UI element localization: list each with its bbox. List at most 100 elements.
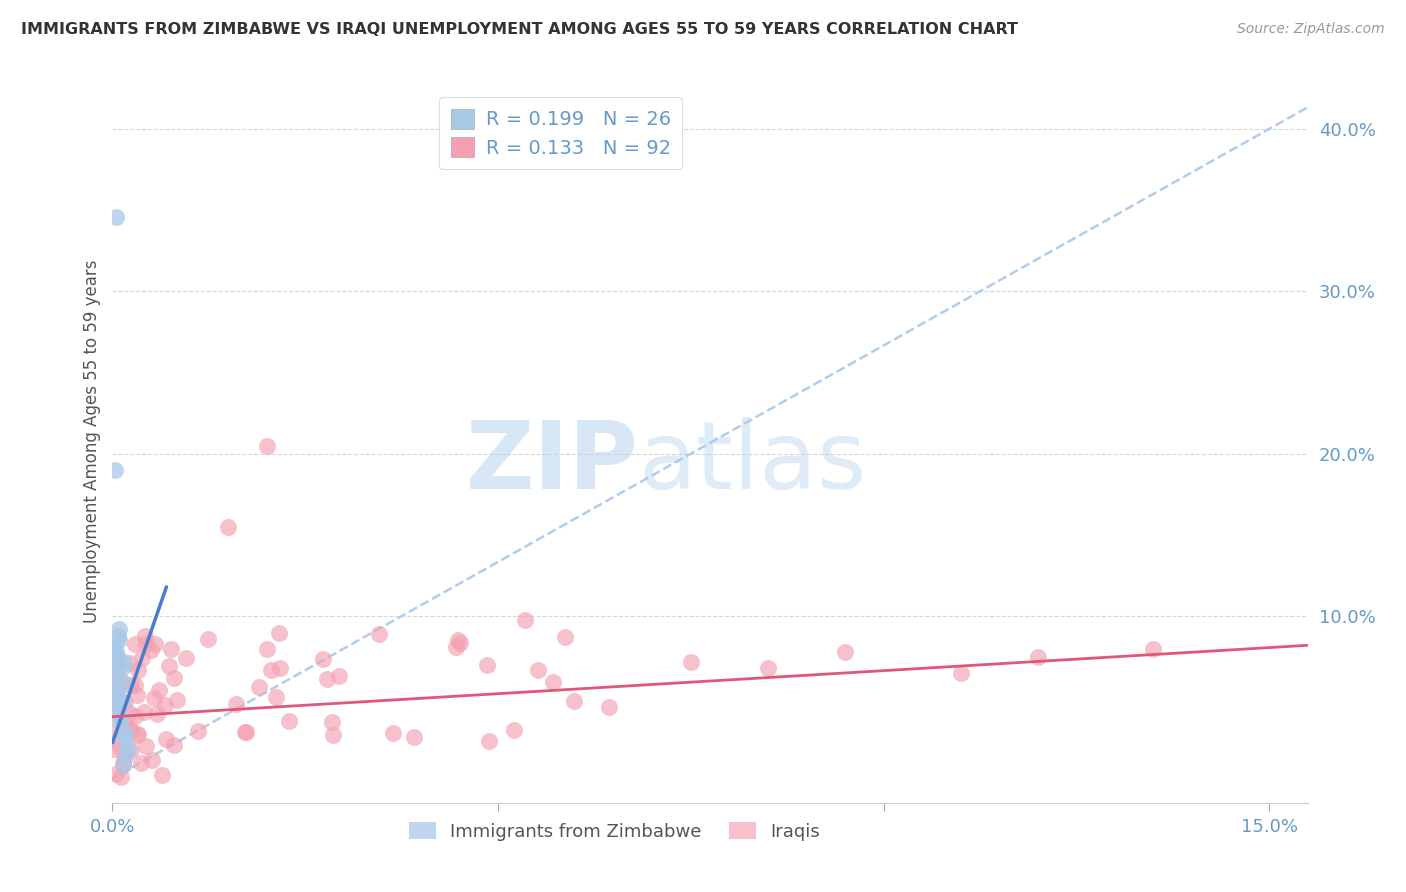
Point [256, 642, 278, 657]
Point [142, 691, 165, 706]
Point [513, 613, 536, 627]
Point [315, 672, 337, 686]
Point [104, 673, 127, 688]
Point [104, 690, 127, 705]
Point [135, 739, 157, 754]
Text: ZIP: ZIP [465, 417, 638, 509]
Point [447, 633, 470, 648]
Point [114, 726, 136, 740]
Point [132, 706, 155, 720]
Point [104, 463, 127, 477]
Point [105, 696, 128, 710]
Point [108, 714, 131, 729]
Point [150, 768, 173, 782]
Point [139, 643, 162, 657]
Point [404, 731, 426, 745]
Point [124, 637, 146, 651]
Point [145, 706, 167, 721]
Point [120, 678, 142, 692]
Point [131, 651, 153, 665]
Point [108, 672, 131, 686]
Point [368, 627, 391, 641]
Point [135, 637, 157, 651]
Point [155, 732, 177, 747]
Point [105, 649, 128, 664]
Point [554, 630, 576, 644]
Point [107, 633, 129, 648]
Point [145, 637, 167, 651]
Point [197, 632, 219, 646]
Point [217, 520, 239, 534]
Point [104, 657, 127, 672]
Point [269, 661, 291, 675]
Point [114, 717, 136, 731]
Point [105, 682, 128, 697]
Point [1142, 641, 1164, 656]
Point [110, 710, 132, 724]
Point [127, 663, 149, 677]
Point [834, 645, 856, 659]
Point [108, 739, 131, 754]
Point [104, 665, 127, 680]
Point [312, 652, 335, 666]
Text: Source: ZipAtlas.com: Source: ZipAtlas.com [1237, 22, 1385, 37]
Point [328, 669, 350, 683]
Point [148, 683, 170, 698]
Point [124, 678, 146, 692]
Point [322, 728, 344, 742]
Point [449, 636, 471, 650]
Point [141, 753, 163, 767]
Point [117, 720, 139, 734]
Point [477, 657, 499, 672]
Point [118, 656, 141, 670]
Point [111, 661, 134, 675]
Point [107, 629, 129, 643]
Point [949, 665, 972, 680]
Point [111, 758, 134, 772]
Point [107, 698, 129, 713]
Point [256, 439, 278, 453]
Point [117, 742, 139, 756]
Point [103, 706, 125, 721]
Point [134, 629, 156, 643]
Point [104, 682, 127, 697]
Point [267, 626, 290, 640]
Point [598, 700, 620, 714]
Point [756, 661, 779, 675]
Point [104, 704, 127, 718]
Point [124, 709, 146, 723]
Point [112, 752, 135, 766]
Point [541, 674, 564, 689]
Point [478, 734, 501, 748]
Point [679, 655, 702, 669]
Point [114, 747, 136, 761]
Point [187, 724, 209, 739]
Point [562, 694, 585, 708]
Point [127, 727, 149, 741]
Point [103, 641, 125, 656]
Point [264, 690, 287, 704]
Point [129, 756, 152, 770]
Point [1026, 649, 1049, 664]
Point [120, 743, 142, 757]
Point [278, 714, 301, 729]
Point [247, 680, 270, 694]
Point [127, 728, 149, 742]
Point [103, 665, 125, 680]
Point [110, 770, 132, 784]
Point [163, 672, 186, 686]
Point [105, 723, 128, 738]
Point [115, 677, 138, 691]
Point [382, 726, 405, 740]
Point [159, 641, 181, 656]
Point [527, 663, 550, 677]
Point [125, 688, 148, 702]
Point [446, 640, 468, 654]
Point [112, 731, 135, 745]
Point [176, 651, 198, 665]
Point [153, 698, 176, 713]
Point [112, 693, 135, 707]
Y-axis label: Unemployment Among Ages 55 to 59 years: Unemployment Among Ages 55 to 59 years [83, 260, 101, 624]
Point [103, 742, 125, 756]
Point [166, 693, 188, 707]
